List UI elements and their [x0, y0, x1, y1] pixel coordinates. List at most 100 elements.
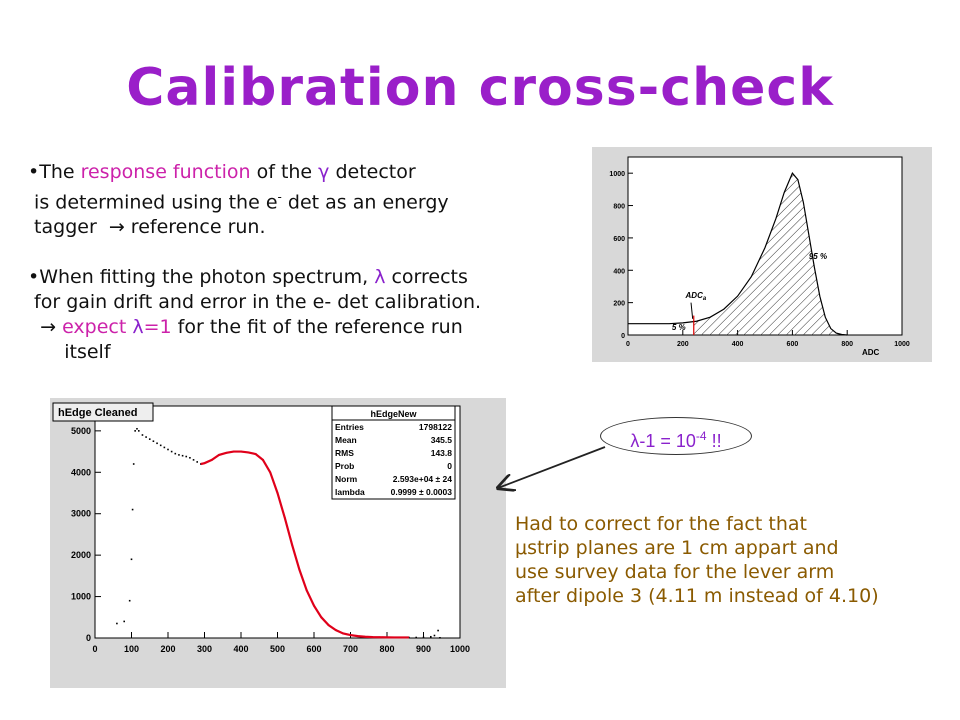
- bullet-text-segment: λ: [132, 316, 144, 339]
- x-tick-label: 500: [270, 644, 285, 654]
- data-point: [116, 622, 118, 625]
- y-tick-label: 600: [613, 236, 625, 243]
- stats-value: 1798122: [419, 422, 452, 432]
- bullet-text-segment: →: [108, 216, 125, 239]
- y-tick-label: 0: [86, 633, 91, 643]
- data-point: [159, 444, 162, 447]
- bullet-line: •The response function of the γ detector: [28, 161, 416, 183]
- data-point: [167, 448, 169, 451]
- y-tick-label: 1000: [71, 592, 91, 602]
- x-tick-label: 0: [92, 644, 97, 654]
- stats-key: Prob: [335, 461, 354, 471]
- x-tick-label: 400: [732, 341, 744, 348]
- stats-title: hEdgeNew: [370, 409, 417, 419]
- y-tick-label: 4000: [71, 467, 91, 477]
- data-point: [128, 599, 131, 602]
- y-tick-label: 1000: [609, 171, 625, 178]
- hatched-region: [693, 173, 848, 335]
- annotation: 5 %: [672, 323, 686, 332]
- x-tick-label: 200: [160, 644, 175, 654]
- bullet-2: •When fitting the photon spectrum, λ cor…: [28, 265, 598, 365]
- data-point: [422, 636, 425, 639]
- x-tick-label: 800: [841, 341, 853, 348]
- x-tick-label: 700: [343, 644, 358, 654]
- x-tick-label: 100: [124, 644, 139, 654]
- bullet-text-segment: =1: [143, 316, 172, 339]
- data-point: [134, 430, 136, 432]
- annotation: ADCa: [685, 291, 707, 302]
- data-point: [138, 430, 140, 432]
- x-tick-label: 900: [416, 644, 431, 654]
- data-point: [130, 558, 133, 561]
- data-point: [408, 636, 410, 639]
- bullet-line: → expect λ=1 for the fit of the referenc…: [40, 316, 463, 339]
- data-point: [174, 452, 177, 455]
- bullet-line: for gain drift and error in the e- det c…: [28, 291, 482, 314]
- stats-value: 143.8: [431, 448, 453, 458]
- x-tick-label: 1000: [450, 644, 470, 654]
- y-tick-label: 3000: [71, 509, 91, 519]
- lambda-callout-exp: -4: [695, 429, 707, 443]
- data-point: [132, 463, 135, 465]
- lambda-callout-prefix: λ-1 = 10: [630, 431, 696, 451]
- data-point: [141, 434, 144, 436]
- stats-value: 345.5: [431, 435, 453, 445]
- y-tick-label: 200: [613, 301, 625, 308]
- histogram-title-box: [52, 402, 154, 422]
- data-point: [170, 450, 173, 453]
- y-tick-label: 2000: [71, 550, 91, 560]
- bullet-text-segment: γ: [318, 161, 330, 183]
- data-point: [152, 440, 155, 443]
- note-line: Had to correct for the fact that: [515, 513, 807, 535]
- y-tick-label: 5000: [71, 426, 91, 436]
- x-tick-label: 400: [233, 644, 248, 654]
- bullet-list: •The response function of the γ detector…: [28, 160, 598, 365]
- data-point: [415, 636, 417, 639]
- bullet-text-segment: →: [40, 316, 57, 339]
- annotation-arrow: [690, 302, 694, 319]
- stats-value: 0: [447, 461, 452, 471]
- x-axis-label: ADC: [862, 348, 880, 357]
- stats-key: Mean: [335, 435, 357, 445]
- bullet-text-segment: response function: [80, 161, 251, 183]
- stats-key: lambda: [335, 487, 365, 497]
- bullet-text-segment: -: [277, 190, 282, 204]
- bullet-line: tagger → reference run.: [28, 216, 266, 239]
- data-point: [185, 455, 188, 458]
- data-point: [145, 436, 147, 438]
- fit-curve: [200, 450, 409, 639]
- response-plot-panel: 0 200 400 600 800 1000 0 200 400 600 800 1000 ADC 95 …: [592, 147, 932, 362]
- stats-key: Entries: [335, 422, 364, 432]
- stats-box: [331, 405, 456, 500]
- bullet-line: •When fitting the photon spectrum, λ cor…: [28, 266, 468, 289]
- x-tick-label: 1000: [894, 341, 910, 348]
- histogram-panel: 0 100 200 300 400 500 600 700 800 900 1000 0 1000 200…: [50, 398, 506, 688]
- data-point: [131, 508, 134, 511]
- data-point: [439, 636, 441, 639]
- stats-value: 0.9999 ± 0.0003: [391, 487, 453, 497]
- bullet-1: •The response function of the γ detector…: [28, 160, 598, 240]
- stats-key: Norm: [335, 474, 358, 484]
- x-tick-label: 300: [197, 644, 212, 654]
- response-plot: 0 200 400 600 800 1000 0 200 400 600 800 1000 ADC 95 …: [609, 156, 910, 357]
- note-line: after dipole 3 (4.11 m instead of 4.10): [515, 585, 879, 607]
- histogram-title: hEdge Cleaned: [58, 407, 137, 419]
- lambda-callout: λ-1 = 10-4 !!: [600, 417, 752, 455]
- data-point: [156, 442, 158, 445]
- x-tick-label: 600: [306, 644, 321, 654]
- data-point: [196, 461, 198, 463]
- data-point: [437, 629, 439, 632]
- data-point: [148, 438, 151, 440]
- bullet-line: itself: [28, 341, 111, 364]
- x-tick-label: 800: [379, 644, 394, 654]
- stats-value: 2.593e+04 ± 24: [393, 474, 453, 484]
- bullet-line: is determined using the e- det as an ene…: [28, 190, 449, 214]
- x-tick-label: 200: [677, 341, 689, 348]
- note-line: μstrip planes are 1 cm appart and: [515, 537, 839, 559]
- lambda-callout-suffix: !!: [706, 431, 722, 451]
- data-point: [189, 456, 191, 459]
- data-point: [136, 427, 138, 430]
- bullet-text-segment: λ: [374, 266, 386, 289]
- x-tick-label: 0: [626, 341, 630, 348]
- bullet-text-segment: expect: [62, 316, 133, 339]
